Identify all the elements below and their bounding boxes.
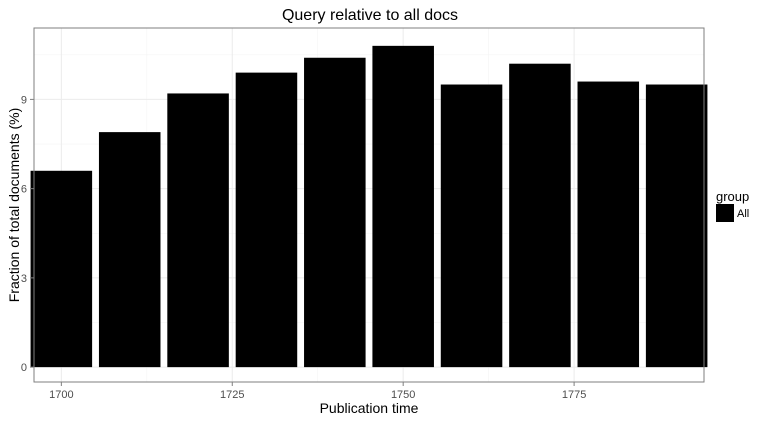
bar <box>372 45 434 368</box>
legend: group All <box>716 189 749 222</box>
y-tick-label: 3 <box>21 273 27 285</box>
bar <box>167 93 229 368</box>
x-axis-label: Publication time <box>320 400 419 416</box>
legend-title: group <box>716 189 749 204</box>
plot-panel-border <box>33 27 705 383</box>
y-tick-label: 6 <box>21 184 27 196</box>
y-axis: 0 3 6 9 <box>21 94 34 374</box>
y-tick-label: 0 <box>21 362 27 374</box>
x-tick-label: 1725 <box>220 389 244 401</box>
bar <box>645 84 708 368</box>
bar <box>509 63 571 368</box>
chart-title: Query relative to all docs <box>282 7 458 24</box>
x-axis: 1700 1725 1750 1775 <box>49 382 586 401</box>
bar <box>235 72 298 368</box>
y-axis-label: Fraction of total documents (%) <box>6 108 22 303</box>
bar <box>577 81 640 368</box>
y-tick-label: 9 <box>21 94 27 106</box>
legend-label: All <box>737 208 749 220</box>
bars <box>30 45 708 368</box>
bar <box>98 132 161 368</box>
x-tick-label: 1700 <box>49 389 73 401</box>
legend-swatch <box>716 204 734 222</box>
x-tick-label: 1775 <box>562 389 586 401</box>
bar <box>304 57 366 368</box>
x-tick-label: 1750 <box>391 389 415 401</box>
bar <box>30 170 93 368</box>
bar <box>440 84 503 368</box>
